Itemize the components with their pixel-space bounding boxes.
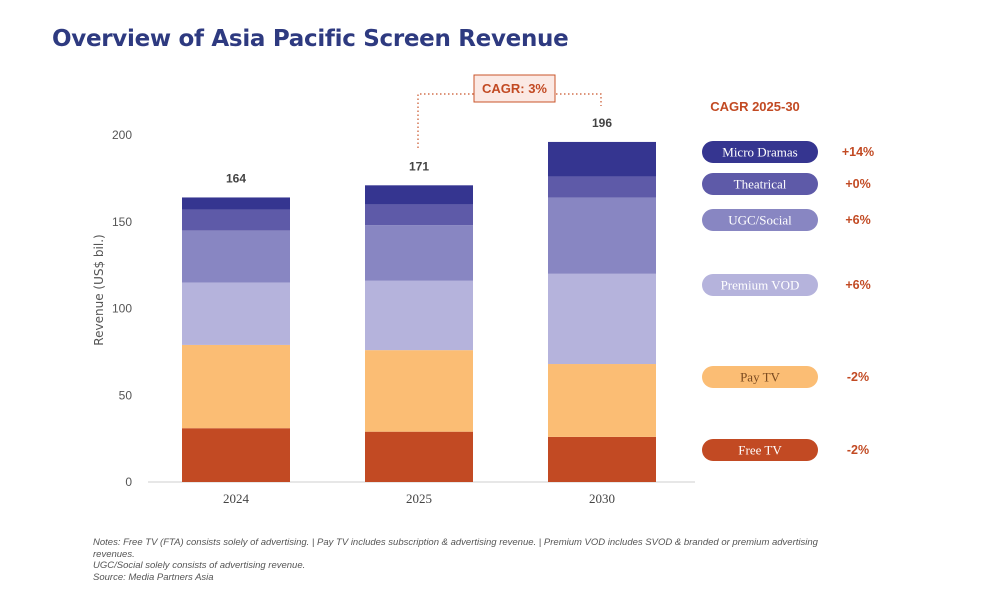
legend-cagr-value: +6% [845, 278, 870, 292]
legend-pill [702, 274, 818, 296]
x-tick-label: 2030 [589, 491, 615, 506]
legend-title: CAGR 2025-30 [710, 99, 800, 114]
legend-label: Free TV [738, 443, 782, 458]
y-tick-label: 0 [125, 475, 132, 489]
bar-segment [182, 282, 290, 345]
legend-label: UGC/Social [728, 213, 792, 228]
notes-line-1: Notes: Free TV (FTA) consists solely of … [93, 537, 818, 560]
cagr-bracket: CAGR: 3% [417, 74, 602, 148]
legend-pill [702, 366, 818, 388]
cagr-box [473, 74, 556, 103]
legend-cagr-value: -2% [847, 370, 869, 384]
legend-cagr-value: -2% [847, 443, 869, 457]
x-tick-labels: 2024 2025 2030 [223, 491, 615, 506]
legend-cagr-value: +14% [842, 145, 874, 159]
bar-segment [365, 431, 473, 482]
bar-segment [548, 364, 656, 437]
bar-total-label: 164 [226, 171, 246, 185]
bar-segment [365, 280, 473, 351]
legend-cagr-value: +0% [845, 177, 870, 191]
bar-segment [548, 436, 656, 482]
bar-total-label: 171 [409, 159, 429, 173]
x-tick-label: 2025 [406, 491, 432, 506]
bar-segment [182, 197, 290, 210]
bar-segment [365, 225, 473, 281]
notes: Notes: Free TV (FTA) consists solely of … [93, 537, 853, 583]
legend-pill [702, 141, 818, 163]
y-axis-label: Revenue (US$ bil.) [92, 234, 106, 345]
bar-segment [182, 230, 290, 283]
legend-label: Micro Dramas [722, 145, 797, 160]
legend-cagr-value: +6% [845, 213, 870, 227]
legend-pill [702, 173, 818, 195]
x-tick-label: 2024 [223, 491, 250, 506]
bar-segment [182, 344, 290, 429]
bars [182, 141, 656, 482]
bar-segment [365, 185, 473, 205]
legend-pill [702, 439, 818, 461]
bar-total-label: 196 [592, 116, 612, 130]
legend-pill [702, 209, 818, 231]
y-tick-label: 200 [112, 128, 132, 142]
legend: Micro Dramas +14% Theatrical +0% UGC/Social +… [702, 141, 874, 461]
bar-segment [365, 350, 473, 432]
bar-segment [365, 204, 473, 226]
bar-segment [548, 197, 656, 274]
notes-source: Source: Media Partners Asia [93, 571, 214, 583]
bar-segment [182, 428, 290, 482]
notes-line-2: UGC/Social solely consists of advertisin… [93, 560, 306, 571]
legend-label: Theatrical [734, 177, 787, 192]
bar-segment [548, 176, 656, 198]
total-labels: 164 171 196 [226, 116, 612, 186]
bar-segment [548, 273, 656, 365]
y-axis: 0 50 100 150 200 [112, 128, 132, 489]
bar-segment [548, 141, 656, 177]
chart-title: Overview of Asia Pacific Screen Revenue [52, 26, 569, 52]
y-tick-label: 100 [112, 302, 132, 316]
y-tick-label: 150 [112, 215, 132, 229]
cagr-label: CAGR: 3% [482, 81, 547, 96]
legend-label: Pay TV [740, 370, 780, 385]
bar-segment [182, 209, 290, 231]
y-tick-label: 50 [119, 388, 133, 402]
legend-label: Premium VOD [721, 278, 800, 293]
